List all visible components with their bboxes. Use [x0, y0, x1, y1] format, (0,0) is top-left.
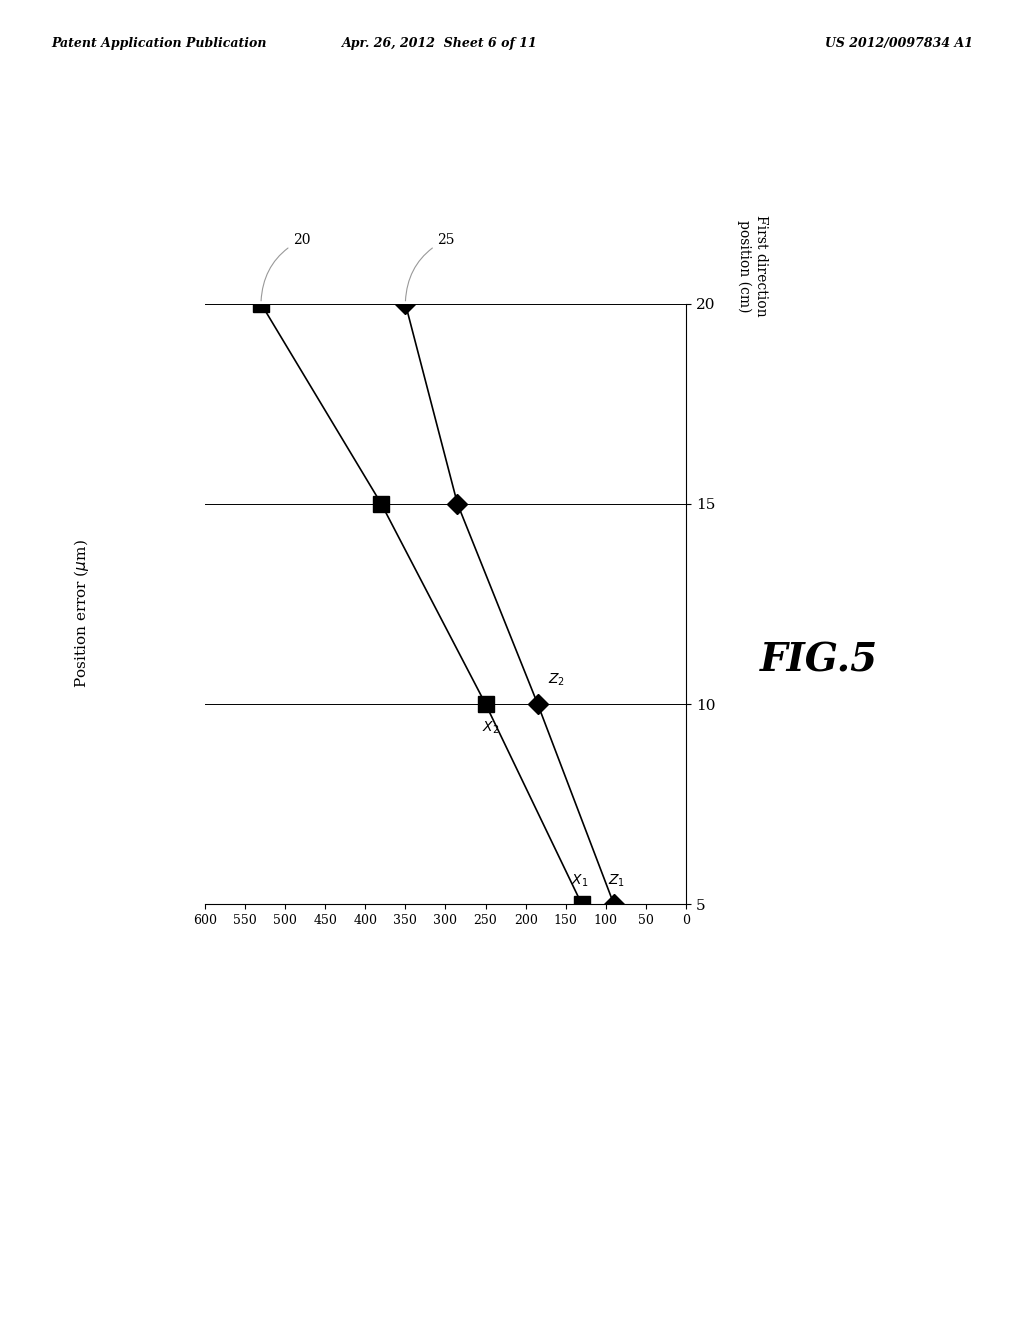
Text: $Z_2$: $Z_2$	[548, 672, 565, 689]
Text: US 2012/0097834 A1: US 2012/0097834 A1	[824, 37, 973, 50]
Text: 25: 25	[406, 232, 455, 301]
Text: $X_1$: $X_1$	[571, 873, 589, 888]
Text: Apr. 26, 2012  Sheet 6 of 11: Apr. 26, 2012 Sheet 6 of 11	[342, 37, 539, 50]
Text: First direction
position (cm): First direction position (cm)	[737, 215, 768, 317]
Text: Position error ($\mu$m): Position error ($\mu$m)	[73, 540, 91, 688]
Text: $X_2$: $X_2$	[481, 719, 499, 737]
Text: Patent Application Publication: Patent Application Publication	[51, 37, 266, 50]
Text: 20: 20	[261, 232, 310, 301]
Text: FIG.5: FIG.5	[760, 642, 879, 678]
Text: $Z_1$: $Z_1$	[608, 873, 626, 888]
